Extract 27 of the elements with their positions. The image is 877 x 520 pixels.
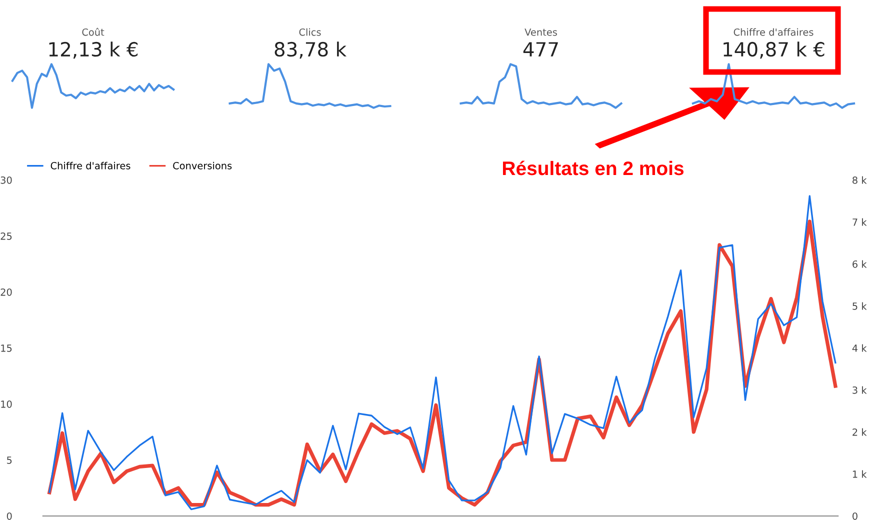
y2-tick-label: 3 k bbox=[852, 386, 867, 394]
y2-tick-label: 5 k bbox=[852, 302, 867, 310]
y-tick-label: 25 bbox=[0, 232, 12, 240]
y2-tick-label: 2 k bbox=[852, 428, 867, 436]
chart-subtitle: 12,13 k € bbox=[49, 42, 138, 59]
y-tick-label: 0 bbox=[6, 512, 12, 520]
chart-title: Coût bbox=[82, 28, 104, 36]
chart-subtitle: 477 bbox=[523, 42, 558, 56]
y2-tick-label: 1 k bbox=[852, 470, 867, 478]
text: Résultats en 2 mois bbox=[502, 160, 684, 176]
y2-tick-label: 7 k bbox=[852, 218, 867, 226]
y-tick-label: 5 bbox=[7, 456, 12, 464]
y2-tick-label: 6 k bbox=[852, 260, 867, 268]
y-tick-label: 20 bbox=[0, 288, 12, 296]
legend-label: Conversions bbox=[173, 162, 232, 170]
chart-title: Chiffre d'affaires bbox=[734, 28, 814, 36]
y-tick-label: 10 bbox=[1, 400, 12, 408]
y-tick-label: 30 bbox=[0, 176, 12, 184]
chart-title: Ventes bbox=[524, 28, 557, 36]
chart-title: Clics bbox=[299, 28, 321, 36]
chart-subtitle: 140,87 k € bbox=[724, 42, 824, 59]
y2-tick-label: 0 bbox=[852, 512, 858, 520]
legend-label: Chiffre d'affaires bbox=[50, 162, 130, 170]
y-tick-label: 15 bbox=[1, 344, 12, 352]
chart-subtitle: 83,78 k bbox=[274, 42, 346, 59]
y2-tick-label: 8 k bbox=[852, 176, 867, 184]
y2-tick-label: 4 k bbox=[852, 344, 867, 352]
